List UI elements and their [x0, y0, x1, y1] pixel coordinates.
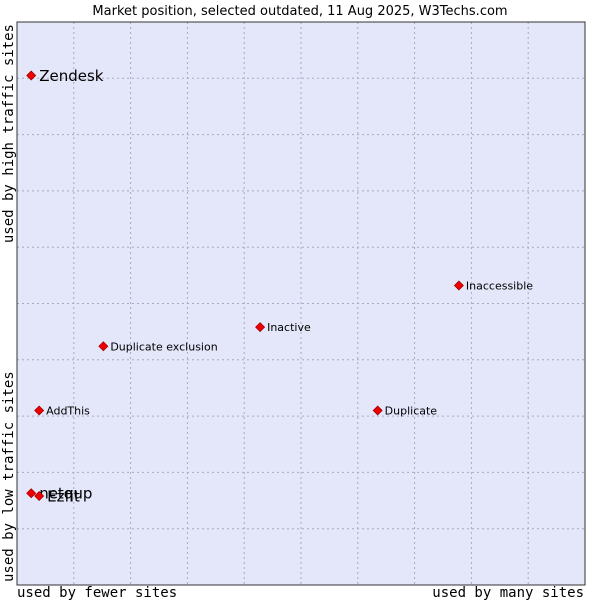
- data-point-label: Inactive: [267, 321, 311, 334]
- data-point-marker: [34, 491, 45, 502]
- data-point-marker: [372, 405, 383, 416]
- chart-title: Market position, selected outdated, 11 A…: [92, 4, 507, 19]
- data-point-label: AddThis: [46, 404, 90, 417]
- x-axis-label-fewer: used by fewer sites: [17, 585, 177, 600]
- data-point-label: netqup: [39, 485, 92, 503]
- data-point-marker: [26, 70, 37, 81]
- data-point-marker: [255, 322, 266, 333]
- plot-border: [16, 21, 586, 586]
- data-point-marker: [26, 488, 37, 499]
- grid-lines: [17, 22, 585, 585]
- y-axis-label-high-traffic: used by high traffic sites: [1, 24, 17, 243]
- data-point-label: Inaccessible: [466, 279, 533, 292]
- data-point-marker: [98, 341, 109, 352]
- data-point-label: Ezfit: [47, 488, 80, 506]
- data-point-label: Duplicate exclusion: [110, 340, 217, 353]
- y-axis-label-low-traffic: used by low traffic sites: [1, 371, 17, 582]
- data-point-marker: [34, 405, 45, 416]
- data-point-label: Duplicate: [385, 404, 438, 417]
- data-point-marker: [453, 280, 464, 291]
- x-axis-label-many: used by many sites: [432, 585, 584, 600]
- data-points: Zendesk Inaccessible Inactive Duplicate exc…: [26, 67, 533, 506]
- data-point-label: Zendesk: [39, 67, 104, 85]
